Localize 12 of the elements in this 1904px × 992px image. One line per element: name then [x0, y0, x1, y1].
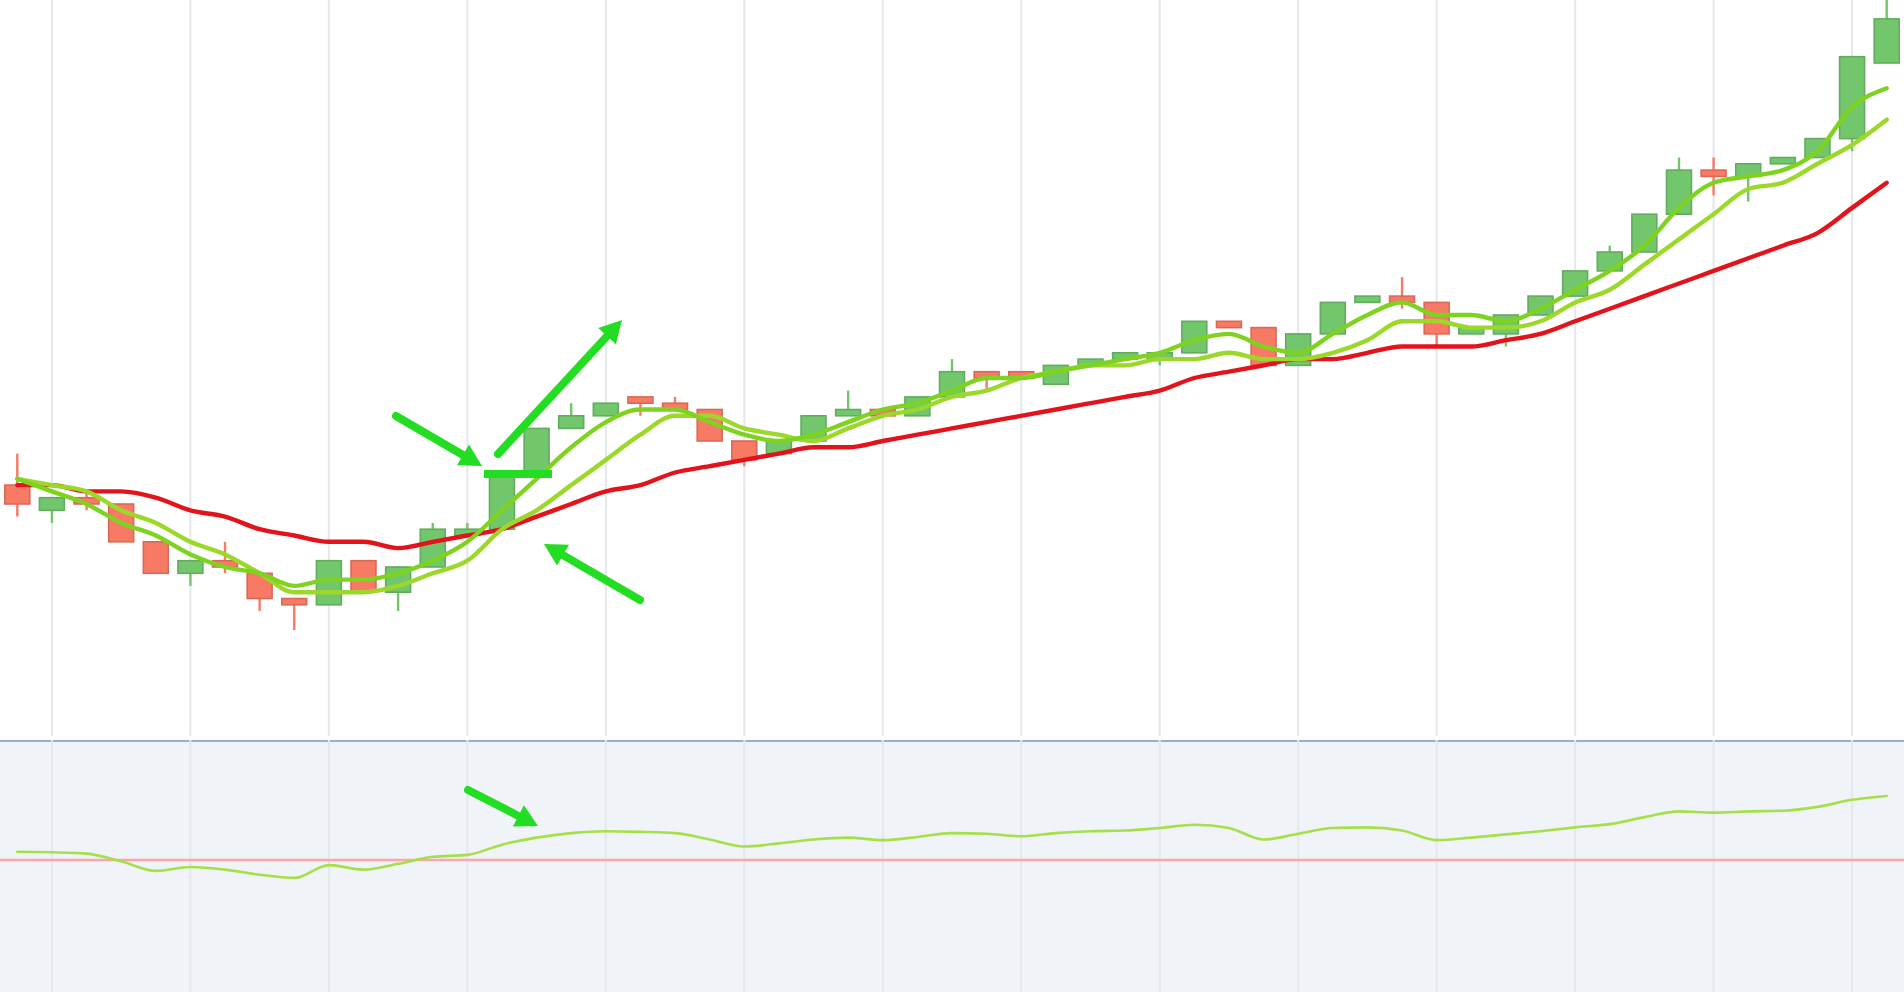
- candlestick: [523, 427, 550, 474]
- candlestick: [142, 541, 170, 575]
- candlestick: [1319, 301, 1347, 335]
- candlestick: [1873, 0, 1900, 65]
- candlestick: [1700, 156, 1727, 197]
- candlestick: [38, 496, 66, 525]
- candlestick: [177, 559, 204, 588]
- candlestick: [557, 402, 585, 430]
- candlestick: [627, 395, 654, 417]
- candlestick: [4, 452, 31, 518]
- candlestick: [834, 389, 862, 417]
- candlestick: [280, 597, 308, 632]
